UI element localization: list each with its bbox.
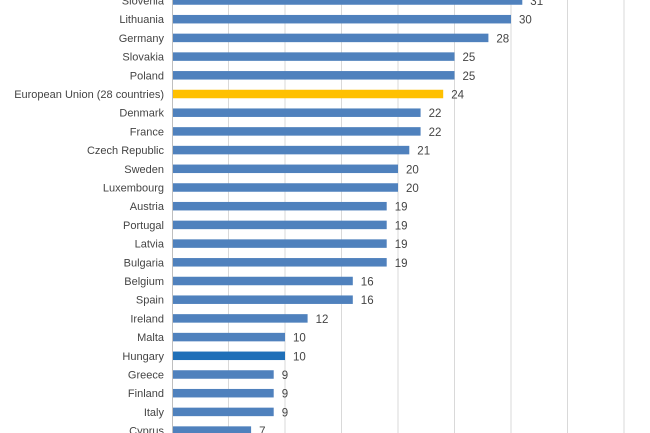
data-label: 28 [496,33,509,45]
category-label: Italy [144,407,165,419]
data-label: 30 [519,15,532,27]
category-label: Austria [130,201,165,213]
bar [172,407,274,417]
category-label: Greece [128,370,164,382]
bar [172,351,285,361]
bar [172,388,274,398]
category-label: Bulgaria [124,257,165,269]
category-label: Ireland [130,313,164,325]
bar [172,370,274,379]
data-label: 16 [361,295,374,307]
bar [172,183,398,192]
bar [172,332,285,342]
category-label: Luxembourg [103,183,164,195]
data-label: 20 [406,164,419,176]
bar [172,276,353,286]
data-label: 21 [417,146,430,158]
data-label: 25 [463,52,476,64]
category-label: Czech Republic [87,145,165,157]
bar [172,0,523,5]
bar [172,258,387,267]
bar [172,52,455,61]
category-label: France [130,126,164,138]
category-label: Cyprus [129,426,164,433]
data-label: 10 [293,333,306,345]
data-label: 10 [293,351,306,363]
category-label: Spain [136,295,164,307]
data-label: 16 [361,277,374,289]
data-label: 25 [463,71,476,83]
data-label: 20 [406,183,419,195]
category-label: Portugal [123,220,164,232]
data-label: 19 [395,202,408,214]
bar [172,239,387,248]
data-label: 9 [282,407,288,419]
bar [172,14,511,24]
category-label: Latvia [135,239,165,251]
bar [172,201,387,211]
data-label: 9 [282,370,288,382]
category-label: Sweden [124,164,164,176]
category-label: Slovakia [122,52,164,64]
category-label: Denmark [119,108,164,120]
bar [172,145,410,155]
bar [172,127,421,136]
data-label: 22 [429,108,442,120]
data-label: 9 [282,389,288,401]
data-label: 19 [395,239,408,251]
category-label: Malta [137,332,165,344]
bar [172,71,455,80]
bar [172,33,489,43]
bar [172,220,387,230]
data-label: 22 [429,127,442,139]
bar [172,295,353,304]
data-label: 31 [530,0,543,8]
data-label: 24 [451,90,464,102]
category-label: Slovenia [122,0,165,8]
data-label: 19 [395,258,408,270]
bar [172,164,398,174]
category-label: Poland [130,70,164,82]
category-label: Hungary [122,351,164,363]
data-label: 19 [395,220,408,232]
category-label: Germany [119,33,165,45]
bar [172,108,421,117]
category-label: Lithuania [119,14,165,26]
bar [172,314,308,323]
data-label: 12 [316,314,329,326]
category-label: European Union (28 countries) [14,89,164,101]
bar [172,426,252,433]
bar [172,89,444,99]
category-label: Belgium [124,276,164,288]
category-label: Finland [128,388,164,400]
data-label: 7 [259,426,265,433]
